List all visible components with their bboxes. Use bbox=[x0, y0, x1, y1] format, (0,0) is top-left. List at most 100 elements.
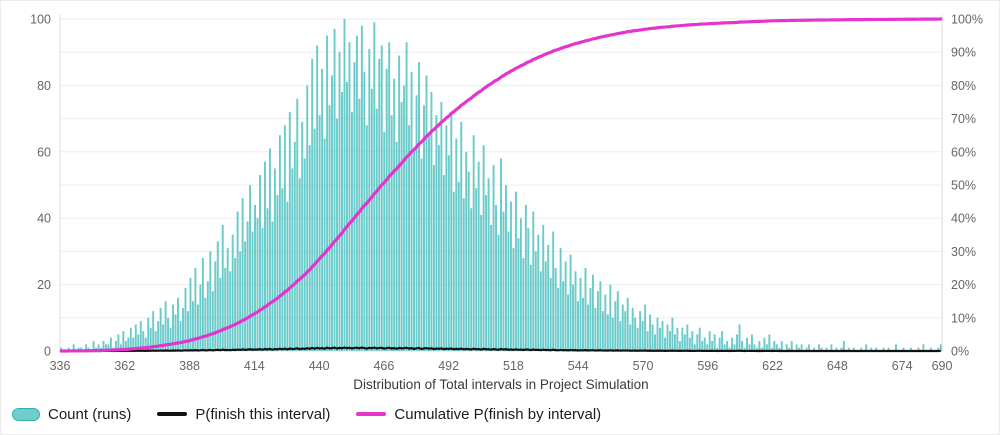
histogram-bar bbox=[134, 324, 137, 351]
legend-item-p-finish-interval[interactable]: P(finish this interval) bbox=[157, 406, 330, 423]
x-tick-label: 518 bbox=[503, 359, 524, 373]
histogram-bar bbox=[693, 344, 696, 351]
x-tick-label: 414 bbox=[244, 359, 265, 373]
legend-item-cumulative[interactable]: Cumulative P(finish by interval) bbox=[356, 406, 601, 423]
histogram-bar bbox=[497, 234, 500, 351]
histogram-bar bbox=[544, 261, 547, 351]
histogram-bar bbox=[482, 145, 485, 351]
histogram-bar bbox=[221, 224, 224, 351]
count-bar-swatch-icon bbox=[12, 407, 40, 421]
histogram-bar bbox=[773, 341, 776, 351]
histogram-bar bbox=[261, 228, 264, 351]
histogram-bar bbox=[788, 347, 791, 351]
histogram-bar bbox=[186, 311, 189, 351]
histogram-bar bbox=[338, 52, 341, 351]
histogram-bar bbox=[917, 347, 920, 351]
histogram-bar bbox=[104, 344, 107, 351]
histogram-bar bbox=[634, 317, 637, 351]
histogram-bar bbox=[895, 344, 898, 351]
histogram-bar bbox=[795, 344, 798, 351]
histogram-bar bbox=[708, 331, 711, 351]
histogram-bar bbox=[552, 231, 555, 351]
histogram-bar bbox=[137, 334, 140, 351]
histogram-bar bbox=[363, 72, 366, 352]
x-axis-title: Distribution of Total intervals in Proje… bbox=[353, 377, 648, 392]
histogram-bar bbox=[780, 341, 783, 351]
histogram-bar bbox=[475, 188, 478, 351]
histogram-bar bbox=[741, 341, 743, 351]
histogram-bar bbox=[298, 178, 301, 351]
histogram-bar bbox=[418, 62, 420, 351]
histogram-bar bbox=[251, 231, 254, 351]
histogram-bar bbox=[557, 287, 560, 351]
histogram-bar bbox=[500, 158, 502, 351]
legend-item-count-runs[interactable]: Count (runs) bbox=[12, 406, 131, 423]
histogram-bar bbox=[288, 111, 291, 352]
x-tick-label: 466 bbox=[373, 359, 394, 373]
histogram-bar bbox=[599, 281, 602, 351]
histogram-bar bbox=[462, 198, 465, 351]
histogram-bar bbox=[477, 161, 480, 351]
histogram-bar bbox=[450, 111, 453, 352]
histogram-bar bbox=[211, 291, 214, 351]
histogram-bar bbox=[229, 271, 232, 351]
histogram-bar bbox=[490, 224, 493, 351]
histogram-bar bbox=[333, 28, 336, 352]
histogram-bar bbox=[184, 287, 187, 351]
x-tick-label: 492 bbox=[438, 359, 459, 373]
histogram-bar bbox=[909, 347, 912, 351]
histogram-bar bbox=[92, 341, 95, 351]
x-tick-label: 570 bbox=[633, 359, 654, 373]
y-left-tick-labels: 0 20 40 60 80 100 bbox=[30, 13, 51, 359]
histogram-bar bbox=[373, 22, 376, 351]
histogram-bar bbox=[870, 347, 873, 351]
histogram-bar bbox=[654, 334, 657, 351]
histogram-bar bbox=[273, 168, 276, 351]
histogram-bar bbox=[60, 347, 63, 351]
histogram-bar bbox=[393, 78, 396, 351]
histogram-bar bbox=[529, 264, 532, 351]
histogram-bar bbox=[264, 161, 266, 351]
histogram-bar bbox=[383, 131, 386, 351]
histogram-bar bbox=[567, 294, 570, 351]
histogram-bar bbox=[231, 234, 234, 351]
histogram-bar bbox=[127, 337, 130, 351]
histogram-bar bbox=[589, 287, 592, 351]
histogram-bar bbox=[549, 277, 552, 351]
histogram-bar bbox=[539, 271, 542, 351]
histogram-bar bbox=[427, 135, 430, 351]
histogram-bar bbox=[738, 324, 741, 351]
histogram-bar bbox=[621, 304, 624, 351]
histogram-bar bbox=[179, 321, 182, 351]
chart-canvas: 0 20 40 60 80 100 0% 10% 20% 30% 40% 50% 60% 70% 80% 90… bbox=[30, 13, 983, 393]
histogram-bar bbox=[641, 321, 644, 351]
histogram-bar bbox=[410, 72, 413, 352]
histogram-bar bbox=[472, 135, 475, 351]
histogram-bar bbox=[688, 337, 691, 351]
histogram-bar bbox=[244, 241, 247, 351]
histogram-bar bbox=[350, 111, 353, 352]
histogram-bar bbox=[716, 347, 719, 351]
histogram-bar bbox=[569, 254, 572, 351]
histogram-bar bbox=[425, 75, 428, 351]
histogram-bar bbox=[343, 19, 346, 351]
legend-label: P(finish this interval) bbox=[195, 405, 331, 423]
histogram-bar bbox=[457, 181, 460, 351]
histogram-bar bbox=[611, 317, 614, 351]
histogram-bar bbox=[246, 221, 249, 351]
histogram-bar bbox=[758, 341, 761, 351]
histogram-bar bbox=[922, 344, 925, 351]
histogram-bar bbox=[326, 35, 329, 351]
histogram-bar bbox=[711, 341, 714, 351]
cumulative-line bbox=[59, 17, 943, 353]
histogram-bar bbox=[236, 211, 239, 351]
histogram-bar bbox=[676, 327, 679, 351]
y-right-tick-label: 80% bbox=[951, 79, 976, 93]
y-right-tick-labels: 0% 10% 20% 30% 40% 50% 60% 70% 80% 90% 100% bbox=[951, 13, 983, 359]
histogram-bar bbox=[671, 317, 674, 351]
histogram-bar bbox=[875, 347, 878, 351]
histogram-bar bbox=[182, 307, 184, 351]
histogram-bar bbox=[778, 347, 781, 351]
histogram-bar bbox=[649, 314, 652, 351]
histogram-bar bbox=[673, 334, 676, 351]
